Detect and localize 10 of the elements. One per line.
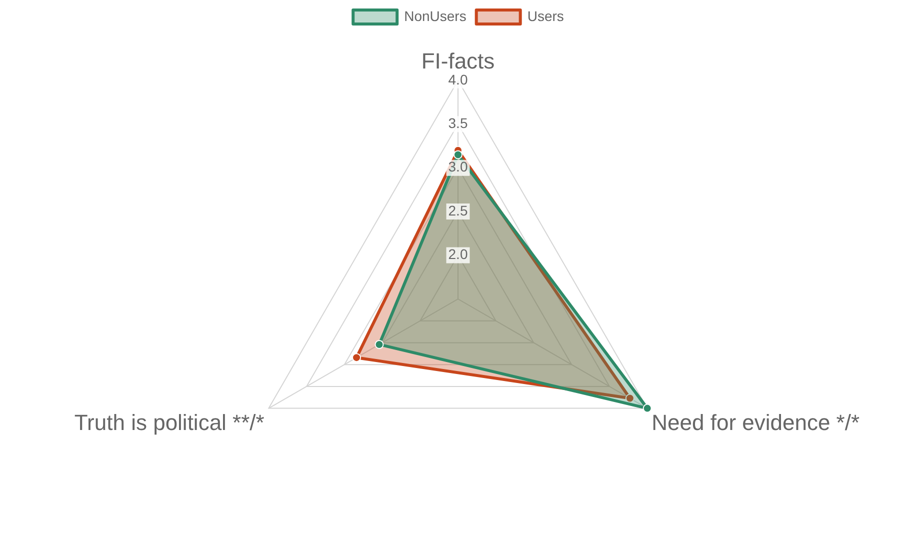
y-tick-label: 3.0: [448, 158, 468, 175]
y-tick-label: 3.5: [448, 114, 468, 131]
y-tick-label: 4.0: [448, 71, 468, 88]
legend-label: Users: [527, 8, 564, 24]
y-tick-label: 2.5: [448, 202, 468, 218]
spoke-label: FI-facts: [421, 48, 495, 74]
spoke-label: Need for evidence */*: [652, 410, 860, 436]
spoke-label: Truth is political **/*: [74, 410, 265, 436]
legend-label: NonUsers: [404, 8, 466, 24]
y-tick-label: 2.0: [448, 246, 468, 262]
